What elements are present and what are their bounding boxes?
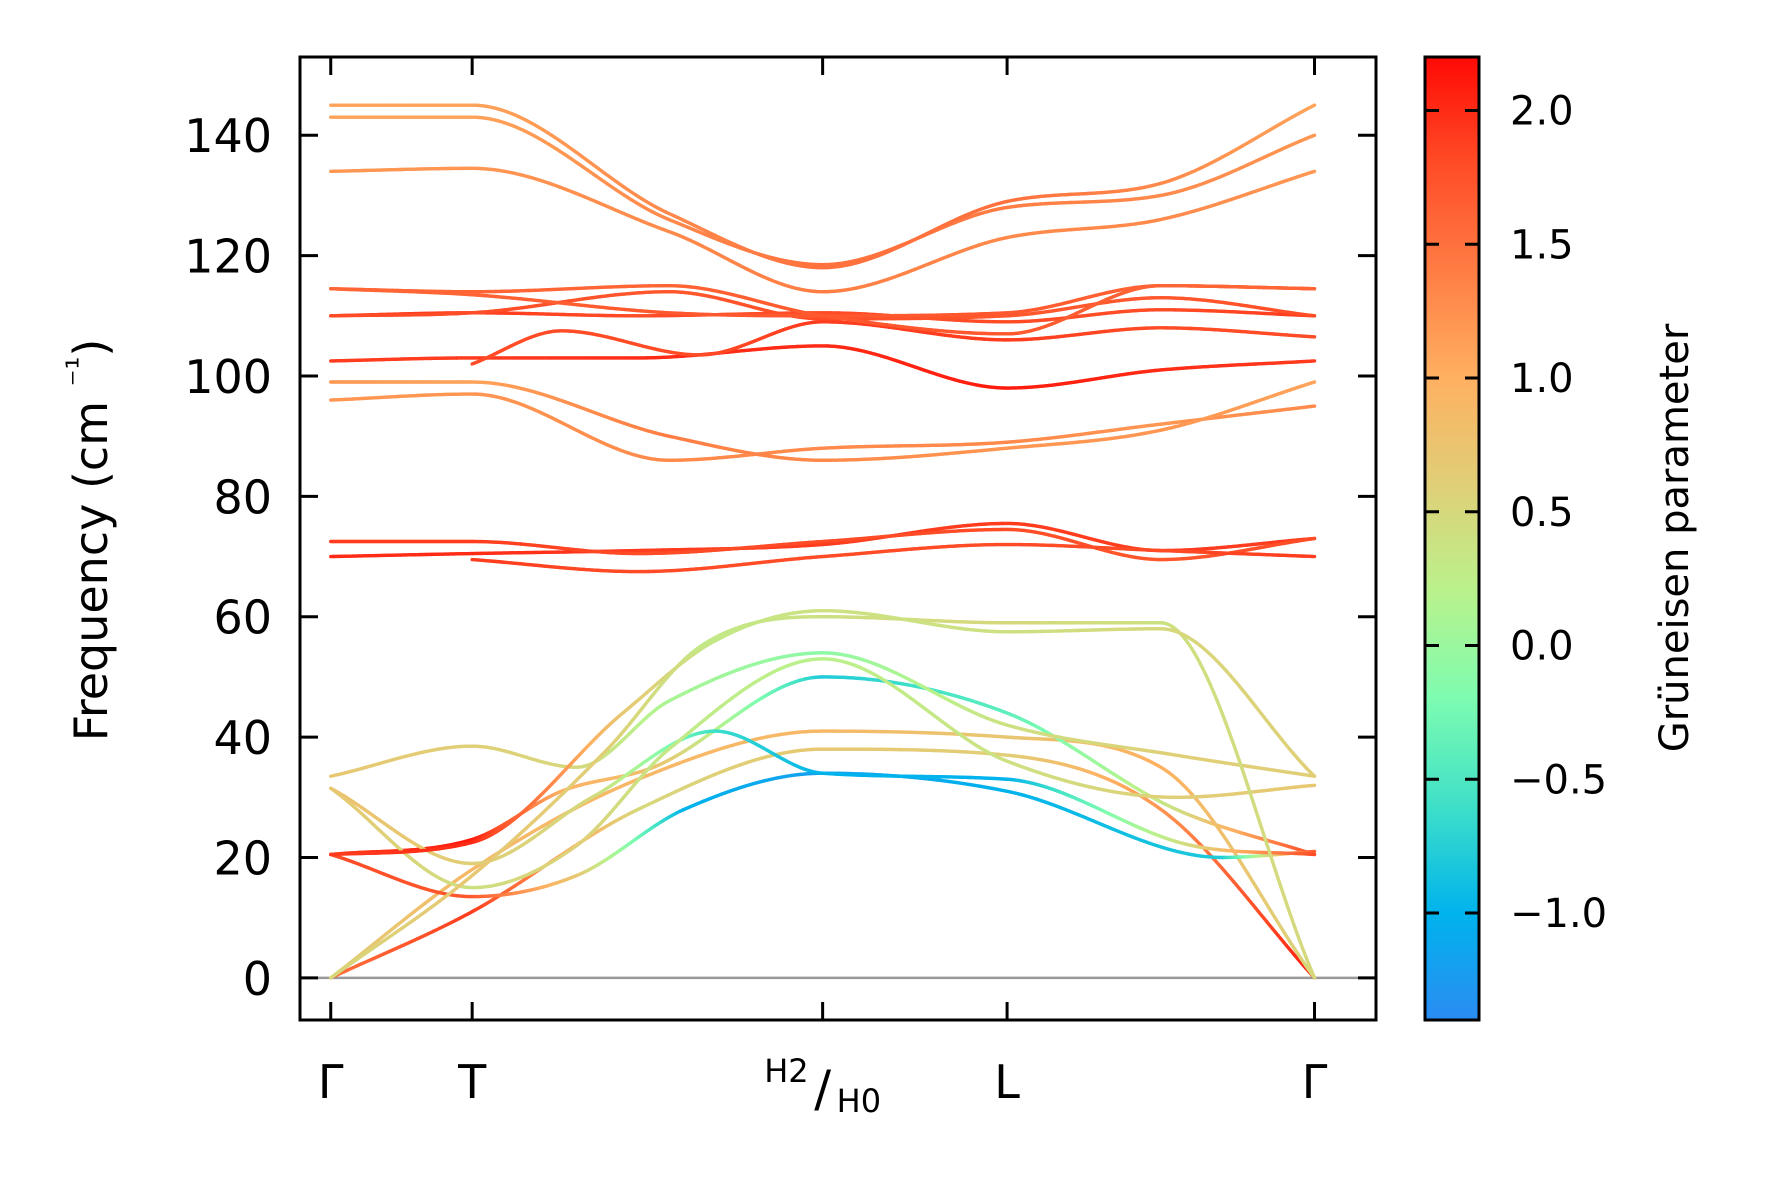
band-opt-114 bbox=[329, 284, 1317, 336]
colorbar-tick-label: 1.5 bbox=[1510, 222, 1574, 268]
band-opt-20-a bbox=[329, 675, 1317, 857]
x-tick-label-den: H0 bbox=[837, 1082, 881, 1120]
band-opt-99 bbox=[329, 380, 1317, 462]
y-tick-label: 120 bbox=[184, 230, 272, 284]
band-opt-20-c bbox=[329, 729, 1317, 866]
band-opt-112 bbox=[329, 290, 1317, 321]
plot-frame bbox=[298, 55, 1378, 1022]
y-axis-ticks: 0 20 40 60 80 100 120 140 bbox=[184, 109, 1376, 1006]
band-opt-96 bbox=[329, 392, 1317, 462]
y-axis-label: Frequency (cm ⁻¹) bbox=[59, 339, 118, 742]
x-tick-label: Γ bbox=[1302, 1055, 1328, 1109]
band-acoustic-1 bbox=[329, 747, 1317, 980]
band-opt-60 bbox=[329, 609, 1317, 857]
y-tick-label: 80 bbox=[213, 470, 272, 524]
y-tick-label: 20 bbox=[213, 831, 272, 885]
band-opt-58 bbox=[329, 615, 1317, 980]
colorbar-ticks: −1.0 −0.5 0.0 0.5 1.0 1.5 2.0 bbox=[1425, 89, 1607, 937]
x-axis-ticks: Γ T H2/H0 L Γ bbox=[318, 57, 1328, 1120]
colorbar-tick-label: 0.5 bbox=[1510, 490, 1574, 536]
band-opt-102 bbox=[329, 344, 1317, 390]
band-opt-70-c bbox=[470, 542, 1317, 574]
colorbar-label: Grüneisen parameter bbox=[1652, 323, 1698, 752]
band-opt-134 bbox=[329, 166, 1317, 294]
colorbar-tick-label: 2.0 bbox=[1510, 89, 1574, 135]
x-tick-label-sep: / bbox=[814, 1060, 831, 1118]
band-opt-143 bbox=[329, 115, 1317, 267]
band-opt-20-b bbox=[329, 771, 1317, 899]
colorbar-tick-label: 0.0 bbox=[1510, 624, 1574, 670]
band-opt-33 bbox=[329, 651, 1317, 778]
x-tick-label-num: H2 bbox=[764, 1052, 808, 1090]
band-opt-113 bbox=[329, 284, 1317, 318]
y-tick-label: 140 bbox=[184, 109, 272, 163]
colorbar-tick-label: 1.0 bbox=[1510, 356, 1574, 402]
x-tick-label: L bbox=[994, 1055, 1020, 1109]
band-opt-104 bbox=[470, 320, 1317, 366]
band-opt-145 bbox=[329, 103, 1317, 270]
colorbar-frame bbox=[1423, 55, 1481, 1022]
colorbar-tick-label: −0.5 bbox=[1510, 757, 1607, 803]
y-tick-label: 0 bbox=[243, 952, 272, 1006]
colorbar bbox=[1425, 57, 1479, 1020]
y-tick-label: 40 bbox=[213, 711, 272, 765]
y-tick-label: 60 bbox=[213, 591, 272, 645]
x-tick-label: Γ bbox=[318, 1055, 344, 1109]
colorbar-tick-label: −1.0 bbox=[1510, 891, 1607, 937]
y-tick-label: 100 bbox=[184, 350, 272, 404]
phonon-bands bbox=[329, 103, 1317, 980]
x-tick-label-fraction: H2/H0 bbox=[764, 1052, 881, 1120]
x-tick-label: T bbox=[457, 1055, 487, 1109]
band-acoustic-2 bbox=[329, 729, 1317, 980]
